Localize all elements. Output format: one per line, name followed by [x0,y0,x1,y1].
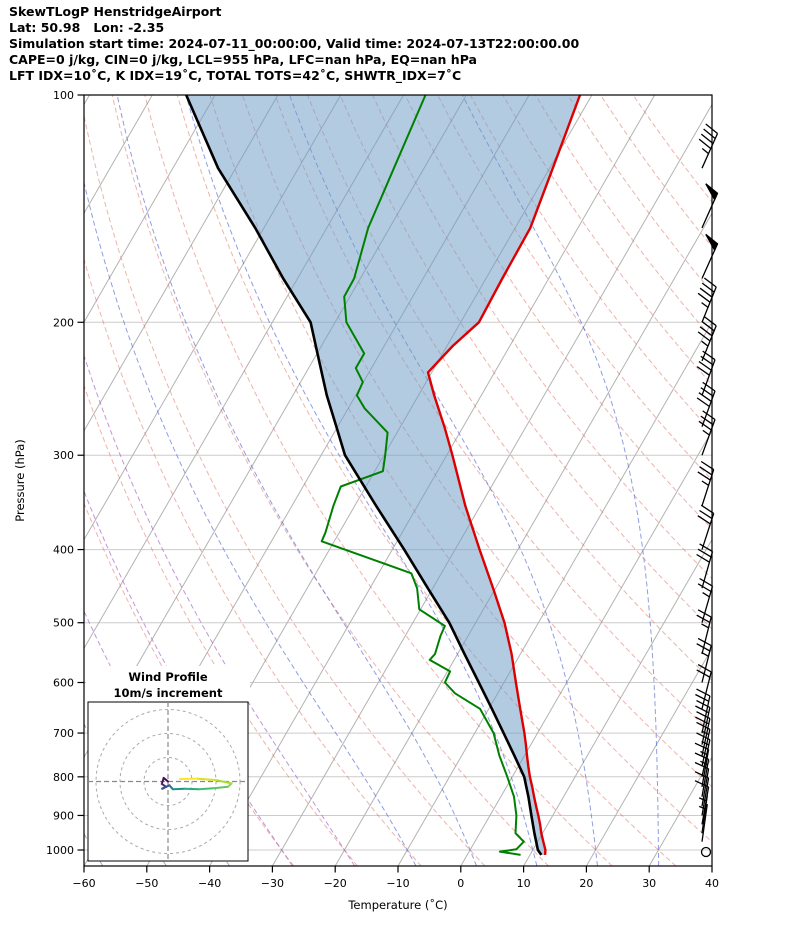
hodograph-trace-segment [179,777,198,781]
svg-text:300: 300 [53,449,74,462]
svg-text:−60: −60 [72,877,95,890]
wind-barb [697,504,715,550]
svg-text:500: 500 [53,617,74,630]
svg-text:1000: 1000 [46,844,74,857]
wind-barb [701,233,719,279]
temperature-curve [426,95,582,855]
hodograph-trace-segment [161,784,171,790]
wind-barb [697,277,717,323]
wind-barb [697,577,714,623]
svg-text:800: 800 [53,771,74,784]
svg-text:−40: −40 [198,877,221,890]
svg-text:−30: −30 [261,877,284,890]
svg-text:700: 700 [53,727,74,740]
svg-text:40: 40 [705,877,719,890]
hodograph-trace-segment [198,787,215,791]
svg-text:400: 400 [53,544,74,557]
cape-shading [186,95,580,855]
hodograph-trace-segment [171,787,186,791]
wind-barb [697,316,717,362]
svg-text:900: 900 [53,809,74,822]
dewpoint-curve [320,95,525,856]
svg-text:100: 100 [53,89,74,102]
hodograph-trace-segment [183,787,201,791]
hodograph-trace-segment [160,776,165,785]
svg-text:30: 30 [642,877,656,890]
header-title: SkewTLogP HenstridgeAirport [9,4,222,19]
hodograph-trace-segment [215,779,233,785]
header-lat-lon: Lat: 50.98 Lon: -2.35 [9,20,165,35]
hodograph-inset: Wind Profile 10m/s increment [86,666,250,862]
svg-text:−20: −20 [324,877,347,890]
hodograph-trace-segment [195,777,217,782]
svg-text:−10: −10 [386,877,409,890]
header-sim-time: Simulation start time: 2024-07-11_00:00:… [9,36,580,51]
wind-barb [694,780,710,825]
svg-text:−50: −50 [135,877,158,890]
wind-barb [696,381,716,427]
hodograph-trace-segment [212,785,229,790]
svg-text:0: 0 [457,877,464,890]
wind-barb [697,460,715,506]
y-axis-label: Pressure (hPa) [13,439,27,522]
header-cape-cin: CAPE=0 j/kg, CIN=0 j/kg, LCL=955 hPa, LF… [9,52,477,67]
header-indices: LFT IDX=10˚C, K IDX=19˚C, TOTAL TOTS=42˚… [9,68,462,83]
wind-barb [696,543,714,589]
wind-barb [698,123,719,169]
svg-text:200: 200 [53,316,74,329]
svg-text:10: 10 [517,877,531,890]
calm-wind-icon [700,846,712,858]
wind-barb [695,688,711,734]
wind-barb [698,410,716,456]
plot-background [84,95,712,866]
wind-barb [696,664,712,709]
hodograph-subtitle: 10m/s increment [114,686,223,700]
wind-barbs [694,123,719,858]
parcel-curve [185,95,543,856]
x-axis-label: Temperature (˚C) [347,897,447,912]
svg-text:600: 600 [53,677,74,690]
wind-barb [701,183,719,229]
svg-text:20: 20 [579,877,593,890]
hodograph-title: Wind Profile [128,670,208,684]
